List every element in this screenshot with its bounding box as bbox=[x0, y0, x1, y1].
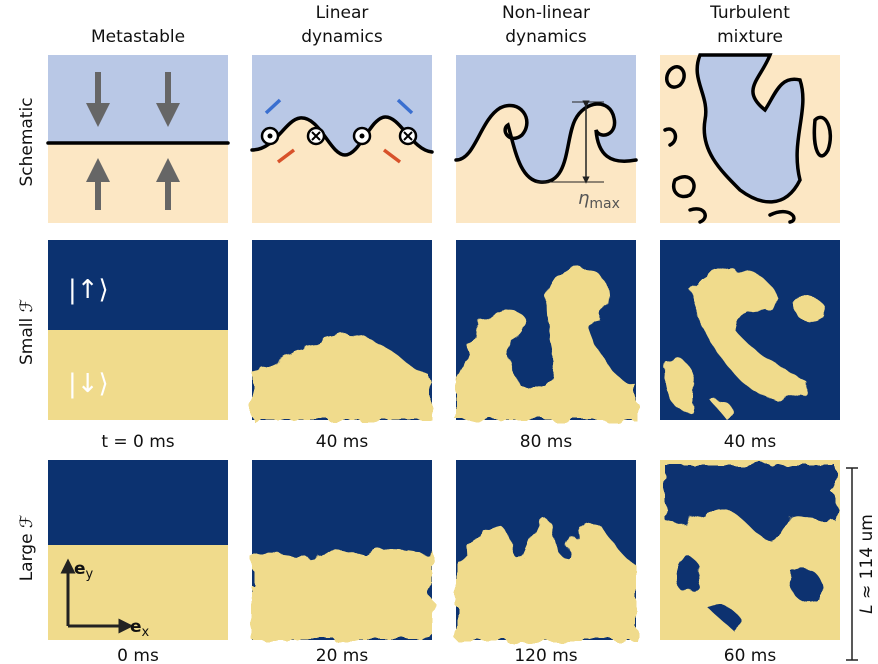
time-label: t = 0 ms bbox=[101, 432, 174, 452]
column-title: Linear bbox=[316, 3, 369, 23]
ket-down: |↓⟩ bbox=[68, 369, 109, 399]
shape bbox=[48, 55, 228, 143]
row-label: Small ℱ bbox=[17, 299, 37, 365]
body: Metastable Linear dynamics Non-linear dy… bbox=[0, 0, 878, 664]
shape bbox=[268, 134, 273, 139]
image-large-1 bbox=[48, 460, 228, 640]
row-label: Schematic bbox=[17, 97, 37, 186]
shape bbox=[252, 549, 432, 640]
time-label: 120 ms bbox=[514, 646, 577, 664]
ex-sub: x bbox=[142, 625, 150, 640]
scale-text: ≈ 114 um bbox=[857, 514, 877, 604]
shape bbox=[360, 134, 365, 139]
image-small-2 bbox=[252, 240, 432, 420]
time-label: 0 ms bbox=[117, 646, 159, 664]
schematic-linear bbox=[252, 55, 432, 223]
image-large-2 bbox=[252, 460, 432, 640]
time-label: 80 ms bbox=[520, 432, 573, 452]
shape bbox=[456, 519, 636, 640]
figure: Metastable Linear dynamics Non-linear dy… bbox=[0, 0, 878, 664]
schematic-turbulent bbox=[660, 55, 840, 223]
time-label: 20 ms bbox=[316, 646, 369, 664]
image-large-4 bbox=[660, 460, 840, 640]
column-title: Turbulent bbox=[709, 3, 790, 23]
ket-up: |↑⟩ bbox=[68, 275, 109, 305]
scale-symbol: L bbox=[857, 604, 877, 613]
image-small-3 bbox=[456, 240, 636, 420]
ey-sub: y bbox=[86, 567, 94, 582]
ex: e bbox=[130, 617, 142, 637]
schematic-metastable bbox=[48, 55, 228, 223]
ey: e bbox=[74, 559, 86, 579]
row-label: Large ℱ bbox=[17, 515, 37, 582]
scale-label: L ≈ 114 um bbox=[857, 514, 877, 614]
image-small-4 bbox=[660, 240, 840, 420]
image-large-3 bbox=[456, 460, 636, 640]
column-title: dynamics bbox=[505, 27, 587, 47]
column-title: dynamics bbox=[301, 27, 383, 47]
column-title: mixture bbox=[717, 27, 783, 47]
column-title: Metastable bbox=[91, 27, 185, 47]
page: {"columns":[{"title":["Metastable"]},{"t… bbox=[0, 0, 878, 664]
shape bbox=[48, 460, 228, 545]
time-label: 40 ms bbox=[724, 432, 777, 452]
shape bbox=[48, 143, 228, 223]
schematic-nonlinear: ηmax bbox=[456, 55, 636, 223]
time-label: 40 ms bbox=[316, 432, 369, 452]
eta: η bbox=[578, 188, 589, 209]
column-title: Non-linear bbox=[502, 3, 590, 23]
time-label: 60 ms bbox=[724, 646, 777, 664]
eta-sub: max bbox=[589, 196, 620, 212]
